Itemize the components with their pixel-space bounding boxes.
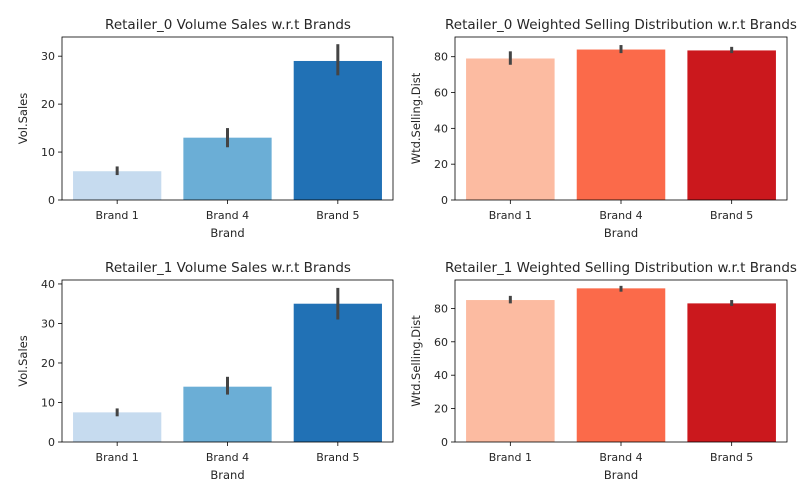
- x-axis-label: Brand: [210, 468, 244, 482]
- y-tick-label: 40: [41, 278, 55, 291]
- x-tick-label: Brand 1: [489, 209, 532, 222]
- y-tick-label: 20: [434, 158, 448, 171]
- bar-brand-1: [466, 58, 555, 200]
- x-tick-label: Brand 5: [710, 451, 753, 464]
- y-axis-label: Vol.Sales: [16, 93, 30, 144]
- y-tick-label: 80: [434, 302, 448, 315]
- bar-brand-5: [293, 60, 382, 201]
- y-tick-label: 0: [48, 194, 55, 207]
- x-axis-label: Brand: [210, 226, 244, 240]
- y-tick-label: 10: [41, 146, 55, 159]
- y-tick-label: 20: [41, 98, 55, 111]
- y-tick-label: 20: [41, 357, 55, 370]
- y-tick-label: 0: [441, 436, 448, 449]
- bar-brand-5: [687, 303, 776, 442]
- y-axis-label: Wtd.Selling.Dist: [409, 72, 423, 164]
- x-tick-label: Brand 5: [316, 451, 359, 464]
- bar-brand-5: [687, 50, 776, 200]
- chart-title: Retailer_1 Volume Sales w.r.t Brands: [105, 260, 351, 276]
- x-tick-label: Brand 4: [206, 451, 249, 464]
- x-axis-label: Brand: [604, 226, 638, 240]
- bar-brand-4: [576, 49, 666, 201]
- y-tick-label: 30: [41, 50, 55, 63]
- y-tick-label: 80: [434, 51, 448, 64]
- x-tick-label: Brand 4: [206, 209, 249, 222]
- y-tick-label: 60: [434, 336, 448, 349]
- x-tick-label: Brand 5: [316, 209, 359, 222]
- chart-title: Retailer_0 Weighted Selling Distribution…: [445, 17, 797, 33]
- chart-panel-4: 0 20 40 60 80 Brand 1 Brand 4 Brand 5 Retailer_1…: [409, 260, 797, 482]
- y-tick-label: 40: [434, 369, 448, 382]
- y-tick-label: 40: [434, 122, 448, 135]
- x-axis-label: Brand: [604, 468, 638, 482]
- chart-title: Retailer_0 Volume Sales w.r.t Brands: [105, 17, 351, 33]
- x-tick-label: Brand 5: [710, 209, 753, 222]
- chart-panel-3: 0 10 20 30 40 Brand 1 Brand 4 Brand 5 Retailer_1…: [16, 260, 394, 482]
- bar-brand-4: [576, 288, 666, 442]
- y-tick-label: 10: [41, 396, 55, 409]
- y-axis-label: Vol.Sales: [16, 335, 30, 386]
- y-tick-label: 30: [41, 317, 55, 330]
- bar-brand-5: [293, 303, 382, 442]
- x-tick-label: Brand 4: [599, 451, 642, 464]
- x-tick-label: Brand 4: [599, 209, 642, 222]
- bar-brand-4: [183, 137, 272, 200]
- x-tick-label: Brand 1: [489, 451, 532, 464]
- y-tick-label: 0: [48, 436, 55, 449]
- chart-panel-2: 0 20 40 60 80 Brand 1 Brand 4 Brand 5 Retailer_0…: [409, 17, 797, 240]
- y-tick-label: 60: [434, 87, 448, 100]
- y-axis-label: Wtd.Selling.Dist: [409, 315, 423, 407]
- bar-brand-1: [73, 171, 162, 200]
- bar-brand-4: [183, 386, 272, 442]
- y-tick-label: 20: [434, 403, 448, 416]
- chart-panel-1: 0 10 20 30 Brand 1 Brand 4 Brand 5 Retailer_0 V…: [16, 17, 394, 240]
- bar-brand-1: [466, 300, 555, 442]
- bar-brand-1: [73, 412, 162, 442]
- x-tick-label: Brand 1: [96, 209, 139, 222]
- y-tick-label: 0: [441, 194, 448, 207]
- chart-title: Retailer_1 Weighted Selling Distribution…: [445, 260, 797, 276]
- x-tick-label: Brand 1: [96, 451, 139, 464]
